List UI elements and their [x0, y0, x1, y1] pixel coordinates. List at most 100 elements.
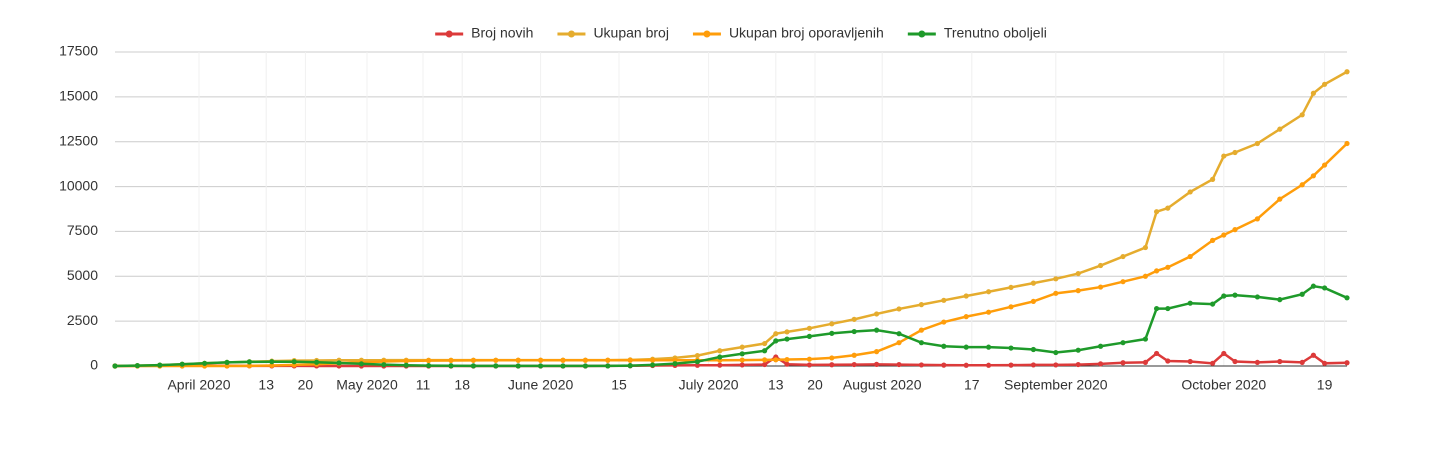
data-point	[1299, 182, 1305, 188]
data-point	[627, 357, 633, 363]
data-point	[1165, 358, 1171, 364]
data-point	[1008, 362, 1014, 368]
data-point	[582, 363, 589, 369]
data-point	[1310, 283, 1316, 289]
data-point	[1075, 288, 1081, 294]
data-point	[1310, 352, 1316, 358]
data-point	[1310, 90, 1316, 96]
data-point	[829, 355, 835, 361]
data-point	[1098, 262, 1104, 269]
data-point	[739, 357, 745, 363]
data-point	[246, 359, 252, 365]
x-tick-label: 11	[416, 377, 431, 393]
x-tick-label: September 2020	[1004, 377, 1108, 393]
data-point	[806, 333, 813, 339]
data-point	[1254, 294, 1260, 300]
data-point	[829, 321, 835, 327]
data-point	[896, 361, 902, 368]
data-point	[1210, 301, 1216, 307]
legend-item[interactable]: Ukupan broj	[557, 25, 669, 41]
data-point	[1221, 232, 1227, 238]
data-point	[1098, 343, 1104, 349]
legend-item[interactable]: Trenutno oboljeli	[907, 25, 1047, 41]
y-tick-label: 5000	[67, 267, 98, 283]
x-tick-label: May 2020	[336, 377, 398, 393]
data-point	[627, 363, 633, 369]
data-point	[1142, 273, 1148, 279]
data-point	[851, 352, 857, 358]
legend-item[interactable]: Broj novih	[435, 25, 533, 41]
data-point	[874, 349, 880, 355]
data-point	[1210, 360, 1216, 366]
legend-label: Ukupan broj	[593, 25, 669, 41]
data-point	[1187, 300, 1193, 306]
data-point	[762, 340, 768, 347]
data-point	[1120, 279, 1126, 285]
data-point	[1187, 253, 1193, 260]
data-point	[762, 348, 768, 354]
data-point	[874, 361, 880, 367]
data-point	[717, 354, 723, 360]
series-line	[114, 284, 1348, 368]
data-point	[694, 352, 701, 359]
data-point	[179, 361, 185, 367]
data-point	[403, 358, 409, 364]
x-tick-label: 15	[611, 377, 627, 393]
data-point	[963, 314, 969, 320]
data-point	[762, 357, 768, 363]
y-tick-label: 7500	[67, 222, 98, 238]
series-line	[114, 70, 1348, 368]
data-point	[986, 362, 992, 368]
data-point	[941, 319, 947, 325]
x-tick-label: July 2020	[679, 377, 739, 393]
series-line	[115, 142, 1348, 368]
data-point	[986, 309, 992, 315]
data-point	[1277, 196, 1283, 202]
y-tick-label: 10000	[59, 177, 98, 193]
data-point	[157, 362, 163, 368]
data-point	[358, 361, 364, 367]
data-point	[1075, 270, 1081, 277]
data-point	[202, 360, 208, 366]
data-point	[1154, 305, 1160, 312]
data-point	[1154, 209, 1160, 215]
data-point	[1210, 237, 1216, 243]
data-point	[896, 331, 902, 337]
data-point	[1344, 360, 1350, 366]
data-point	[1254, 359, 1260, 366]
data-point	[1322, 360, 1328, 366]
data-point	[941, 297, 947, 303]
data-point	[896, 306, 902, 312]
data-point	[784, 329, 790, 335]
data-point	[381, 362, 387, 368]
y-tick-label: 17500	[59, 43, 98, 59]
legend-label: Trenutno oboljeli	[944, 25, 1047, 41]
data-point	[1210, 176, 1216, 182]
legend-dot	[445, 30, 453, 38]
data-point	[1008, 284, 1014, 291]
data-point	[448, 363, 454, 369]
data-point	[470, 363, 476, 369]
data-point	[582, 357, 589, 363]
data-point	[538, 363, 544, 369]
data-point	[784, 361, 790, 367]
data-point	[1053, 362, 1059, 368]
legend-item[interactable]: Ukupan broj oporavljenih	[692, 25, 884, 41]
data-point	[224, 363, 230, 369]
data-point	[773, 331, 779, 337]
data-point	[426, 362, 432, 369]
data-point	[1221, 350, 1227, 357]
data-point	[1299, 291, 1305, 297]
data-point	[1344, 69, 1350, 75]
data-point	[874, 327, 880, 333]
legend-dot	[918, 30, 926, 38]
data-point	[1232, 227, 1238, 233]
data-point	[717, 348, 723, 354]
data-point	[1008, 304, 1014, 310]
data-point	[493, 363, 499, 369]
x-tick-label: 13	[258, 377, 274, 393]
data-point	[1098, 284, 1104, 290]
data-point	[1165, 305, 1171, 312]
data-point	[963, 362, 969, 368]
